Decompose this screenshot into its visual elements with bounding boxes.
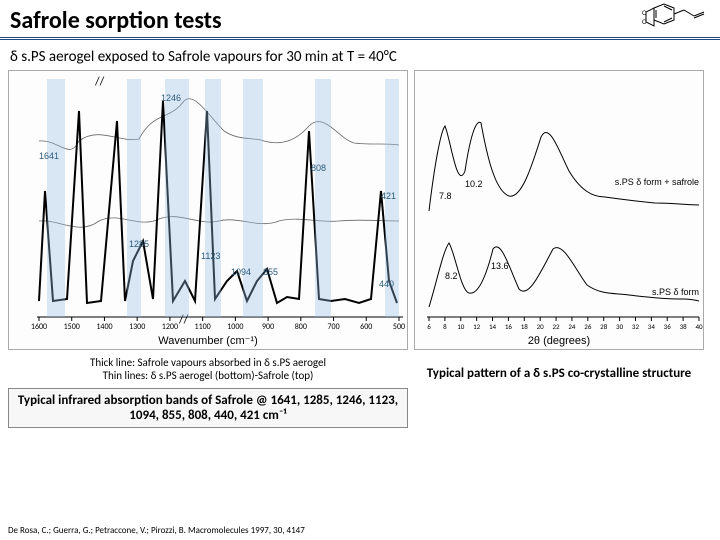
- xrd-peak-label: 7.8: [439, 191, 452, 201]
- svg-text:1100: 1100: [195, 322, 211, 331]
- svg-text:38: 38: [680, 322, 688, 331]
- svg-text:8: 8: [443, 322, 447, 331]
- svg-text:1200: 1200: [162, 322, 178, 331]
- svg-text:18: 18: [521, 322, 529, 331]
- ftir-xlabel: Wavenumber (cm⁻¹): [158, 334, 258, 347]
- xrd-peak-label: 10.2: [465, 179, 483, 189]
- ftir-peak-label: 1285: [129, 239, 149, 249]
- ftir-peak-label: 440: [379, 279, 394, 289]
- svg-text:14: 14: [489, 322, 497, 331]
- xrd-xlabel: 2θ (degrees): [528, 335, 590, 347]
- svg-text:O: O: [642, 8, 647, 17]
- svg-text:30: 30: [616, 322, 624, 331]
- ftir-peak-label: 421: [381, 191, 396, 201]
- xrd-chart: 6 8 10 12 14 16 18 20 22 24 26 28 30 32 34 36 38 40 s.PS …: [414, 70, 704, 350]
- ftir-caption-l2: Thin lines: δ s.PS aerogel (bottom)-Safr…: [8, 369, 408, 382]
- svg-text:1300: 1300: [129, 322, 145, 331]
- xrd-caption: Typical pattern of a δ s.PS co-crystalli…: [414, 356, 704, 382]
- svg-text:1000: 1000: [227, 322, 243, 331]
- ir-band-highlight: [315, 79, 331, 317]
- ir-bands-box: Typical infrared absorption bands of Saf…: [8, 388, 408, 428]
- svg-text:6: 6: [427, 322, 431, 331]
- svg-text:36: 36: [664, 322, 672, 331]
- svg-text:1500: 1500: [64, 322, 80, 331]
- ftir-chart: 1600 1500 1400 1300 1200 1100 1000 900 800 700 600…: [8, 70, 408, 350]
- svg-text:40: 40: [695, 322, 703, 331]
- ir-band-highlight: [47, 79, 65, 317]
- svg-text:700: 700: [327, 322, 339, 331]
- charts-row: 1600 1500 1400 1300 1200 1100 1000 900 800 700 600…: [0, 70, 720, 350]
- ftir-caption: Thick line: Safrole vapours absorbed in …: [8, 356, 408, 382]
- ftir-peak-label: 1246: [161, 93, 181, 103]
- page-title: Safrole sorption tests: [0, 0, 720, 40]
- xrd-bottom-label: s.PS δ form: [652, 287, 699, 297]
- svg-text:10: 10: [457, 322, 465, 331]
- ftir-caption-l1: Thick line: Safrole vapours absorbed in …: [8, 356, 408, 369]
- xrd-peak-label: 13.6: [491, 261, 509, 271]
- svg-text:24: 24: [568, 322, 576, 331]
- ir-band-highlight: [165, 79, 189, 317]
- svg-text:28: 28: [600, 322, 608, 331]
- svg-text:16: 16: [505, 322, 513, 331]
- svg-text:32: 32: [632, 322, 640, 331]
- ftir-peak-label: 855: [263, 267, 278, 277]
- svg-text:600: 600: [360, 322, 372, 331]
- svg-text:1400: 1400: [96, 322, 112, 331]
- svg-text:26: 26: [584, 322, 592, 331]
- safrole-structure-icon: O O: [642, 2, 712, 37]
- svg-text://: //: [94, 75, 105, 89]
- svg-text:O: O: [642, 17, 647, 26]
- ir-band-highlight: [243, 79, 263, 317]
- xrd-top-label: s.PS δ form + safrole: [615, 177, 699, 187]
- ftir-peak-label: 1123: [201, 251, 220, 261]
- svg-text:22: 22: [553, 322, 561, 331]
- svg-text:12: 12: [473, 322, 481, 331]
- ftir-peak-label: 1094: [231, 267, 251, 277]
- subtitle-text: δ s.PS aerogel exposed to Safrole vapour…: [0, 40, 720, 70]
- svg-text:500: 500: [393, 322, 405, 331]
- ir-band-highlight: [127, 79, 141, 317]
- svg-text:20: 20: [537, 322, 545, 331]
- citation-text: De Rosa, C.; Guerra, G.; Petraccone, V.;…: [8, 525, 305, 536]
- ftir-peak-label: 1641: [39, 151, 59, 161]
- xrd-peak-label: 8.2: [445, 271, 458, 281]
- svg-text:800: 800: [295, 322, 307, 331]
- svg-text:34: 34: [648, 322, 656, 331]
- ir-band-highlight: [205, 79, 221, 317]
- captions-row: Thick line: Safrole vapours absorbed in …: [0, 350, 720, 382]
- svg-text:1600: 1600: [31, 322, 47, 331]
- svg-text:900: 900: [262, 322, 274, 331]
- ftir-peak-label: 808: [311, 163, 326, 173]
